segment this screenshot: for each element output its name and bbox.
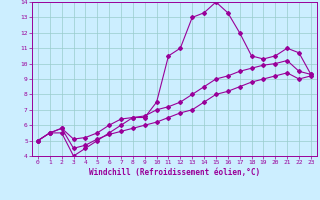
X-axis label: Windchill (Refroidissement éolien,°C): Windchill (Refroidissement éolien,°C) xyxy=(89,168,260,177)
